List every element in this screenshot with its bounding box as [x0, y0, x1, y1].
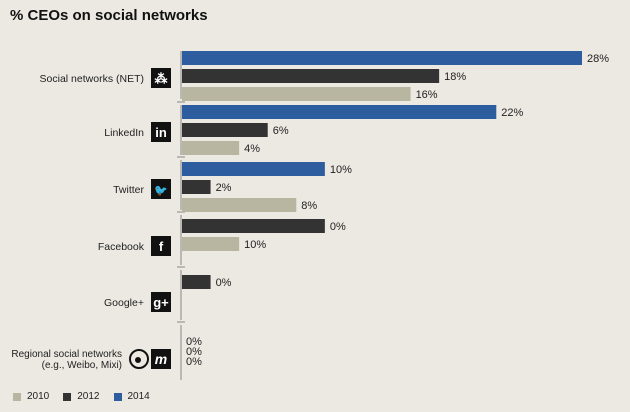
bar-2010: [182, 198, 297, 212]
category-label: LinkedIn: [104, 127, 144, 139]
legend-item-2012: 2012: [63, 391, 100, 402]
data-label: 22%: [501, 107, 523, 119]
bar-2012: [182, 123, 268, 137]
data-label: 8%: [301, 200, 317, 212]
googleplus-icon-glyph: g+: [153, 295, 169, 310]
linkedin-icon: [151, 122, 171, 142]
social-networks-icon: [151, 68, 171, 88]
bar-2012: [182, 69, 440, 83]
bar-2012: [182, 219, 325, 233]
facebook-icon-glyph: f: [159, 239, 164, 254]
chart-title: % CEOs on social networks: [10, 7, 208, 24]
twitter-icon: [151, 179, 171, 199]
data-label: 0%: [186, 356, 202, 368]
legend-swatch: [113, 392, 122, 401]
data-label: 10%: [244, 239, 266, 251]
data-label: 0%: [330, 221, 346, 233]
category-label: Twitter: [113, 184, 144, 196]
data-label: 18%: [444, 71, 466, 83]
legend-swatch: [63, 392, 72, 401]
bar-2010: [182, 237, 240, 251]
legend-item-2014: 2014: [113, 391, 150, 402]
data-label: 0%: [186, 346, 202, 358]
weibo-icon: [129, 349, 149, 369]
weibo-icon-dot: [135, 357, 141, 363]
category-label: Facebook: [98, 241, 145, 253]
data-label: 16%: [416, 89, 438, 101]
facebook-icon: [151, 236, 171, 256]
mixi-icon: [151, 349, 171, 369]
bar-2012: [182, 180, 211, 194]
mixi-icon-glyph: m: [155, 351, 167, 367]
legend-label: 2014: [127, 391, 150, 402]
bar-2014: [182, 51, 582, 65]
bar-2014: [182, 162, 325, 176]
category-label: Regional social networks: [11, 349, 122, 360]
data-label: 6%: [273, 125, 289, 137]
googleplus-icon: [151, 292, 171, 312]
bar-2014: [182, 105, 497, 119]
data-label: 0%: [216, 277, 232, 289]
twitter-icon-glyph: 🐦: [154, 185, 168, 197]
category-label: (e.g., Weibo, Mixi): [42, 360, 122, 371]
social-networks-icon-glyph: ⁂: [155, 71, 168, 86]
legend: 2010 2012 2014: [13, 391, 150, 402]
linkedin-icon-glyph: in: [155, 125, 167, 140]
data-label: 28%: [587, 53, 609, 65]
bar-2010: [182, 87, 411, 101]
legend-label: 2012: [77, 391, 100, 402]
category-label: Social networks (NET): [40, 73, 144, 85]
bar-2012: [182, 275, 211, 289]
data-label: 0%: [186, 336, 202, 348]
data-label: 10%: [330, 164, 352, 176]
data-label: 4%: [244, 143, 260, 155]
legend-label: 2010: [27, 391, 50, 402]
bar-2010: [182, 141, 240, 155]
legend-swatch: [13, 392, 21, 401]
category-label: Google+: [104, 297, 144, 309]
data-label: 2%: [216, 182, 232, 194]
legend-item-2010: 2010: [13, 391, 49, 402]
